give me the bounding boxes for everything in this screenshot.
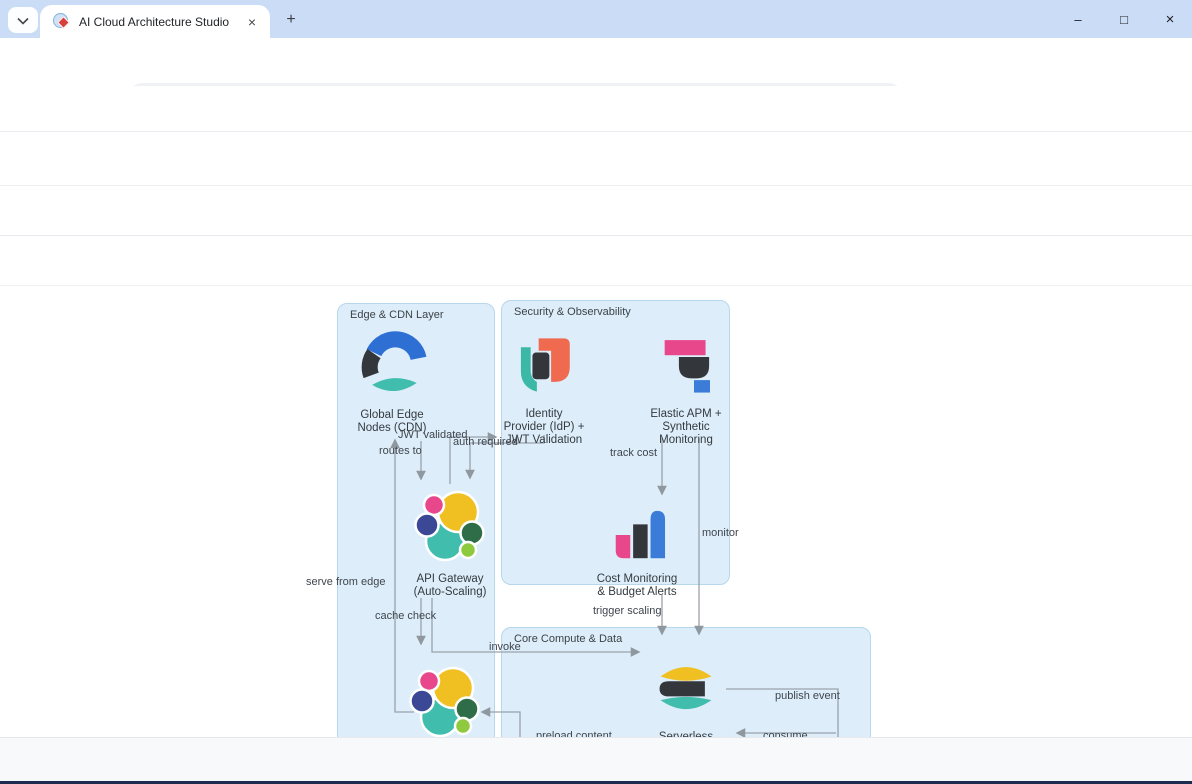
favicon xyxy=(53,13,70,30)
browser-tab[interactable]: AI Cloud Architecture Studio × xyxy=(40,5,270,38)
edge-serve-from-edge xyxy=(390,438,414,713)
node-identity-provider[interactable]: Identity Provider (IdP) + JWT Validation xyxy=(484,331,604,447)
node-label: Monitoring xyxy=(659,434,713,446)
diagram-canvas[interactable]: Edge & CDN Layer Security & Observabilit… xyxy=(0,286,1192,737)
node-label: Global Edge xyxy=(360,409,424,421)
ai-modify-bar: AI Modify xyxy=(0,737,1192,781)
edge-label-routes-to: routes to xyxy=(379,445,422,457)
group-title: Security & Observability xyxy=(514,306,631,318)
edge-invoke xyxy=(431,598,641,657)
group-title: Edge & CDN Layer xyxy=(350,309,444,321)
group-title: Core Compute & Data xyxy=(514,633,623,645)
edge-label-monitor: monitor xyxy=(702,527,739,539)
tab-title: AI Cloud Architecture Studio xyxy=(79,14,230,29)
node-label: Synthetic xyxy=(662,421,710,433)
elasticsearch-icon xyxy=(659,667,712,710)
app-toolbar: Examples + New Cloud Open Save Share ? xyxy=(0,132,1192,309)
browser-addressbar: ← → ↻ ai-toolbox.visual-paradigm.com/app… xyxy=(0,38,1192,117)
node-label: JWT Validation xyxy=(505,434,583,446)
tab-search-button[interactable] xyxy=(8,7,38,33)
new-tab-button[interactable]: + xyxy=(278,9,304,31)
node-label: Nodes (CDN) xyxy=(357,422,427,434)
node-label: Serverless xyxy=(658,731,714,737)
edge-label-invoke: invoke xyxy=(489,641,521,653)
diagram-edges xyxy=(390,432,839,737)
node-edge-cache[interactable] xyxy=(407,664,483,737)
identity-provider-icon xyxy=(520,338,570,392)
node-label: Elastic APM + xyxy=(650,408,722,420)
edge-label-preload-content: preload content xyxy=(536,730,612,737)
edge-label-consume: consume xyxy=(763,730,808,737)
page-tabnav: Discovery Technical Deep Dive Diagram Re… xyxy=(0,186,1192,419)
cdn-fastly-icon xyxy=(361,331,427,392)
browser-titlebar: AI Cloud Architecture Studio × + – □ × xyxy=(0,0,1192,38)
elastic-cluster-icon xyxy=(414,490,485,562)
edge-label-publish-event: publish event xyxy=(775,690,840,702)
node-label: API Gateway xyxy=(416,573,484,585)
window-minimize-button[interactable]: – xyxy=(1058,6,1098,32)
edge-label-trigger-scaling: trigger scaling xyxy=(593,605,662,617)
node-api-gateway[interactable]: API Gateway (Auto-Scaling) xyxy=(390,488,510,599)
node-elastic-apm[interactable]: Elastic APM + Synthetic Monitoring xyxy=(626,331,746,447)
chevron-down-icon xyxy=(17,17,29,25)
bar-chart-icon xyxy=(615,510,666,559)
node-label: Provider (IdP) + xyxy=(503,421,585,433)
app-header: AI Cloud Architecture Studio Powered by … xyxy=(0,86,1192,211)
edge-auth-required xyxy=(465,435,545,480)
node-global-edge-cdn[interactable]: Global Edge Nodes (CDN) xyxy=(332,328,452,435)
window-bottom-edge xyxy=(0,781,1192,784)
edge-label-serve-from-edge: serve from edge xyxy=(306,576,386,588)
edge-label-cache-check: cache check xyxy=(375,610,437,622)
window-maximize-button[interactable]: □ xyxy=(1104,6,1144,32)
window-close-button[interactable]: × xyxy=(1150,6,1190,32)
node-label: & Budget Alerts xyxy=(597,586,677,598)
edge-publish-event xyxy=(726,688,839,737)
edge-label-auth-required: auth required xyxy=(453,436,518,448)
node-label: (Auto-Scaling) xyxy=(413,586,487,598)
elastic-apm-icon xyxy=(664,340,710,393)
edge-label-jwt-validated: JWT validated xyxy=(398,429,468,441)
edge-jwt-validated xyxy=(449,432,498,484)
elastic-cluster-icon xyxy=(409,666,480,737)
edge-preload-content xyxy=(480,707,521,737)
node-label: Cost Monitoring xyxy=(596,573,678,585)
diagram-zoombar: Zoom In Zoom Out ↺ Reset View 177% Expor… xyxy=(0,236,1192,513)
node-serverless[interactable]: Serverless xyxy=(626,650,746,737)
node-cost-monitoring[interactable]: Cost Monitoring & Budget Alerts xyxy=(577,506,697,599)
node-label: Identity xyxy=(525,408,563,420)
edge-label-track-cost: track cost xyxy=(610,447,658,459)
tab-close-button[interactable]: × xyxy=(244,14,260,30)
